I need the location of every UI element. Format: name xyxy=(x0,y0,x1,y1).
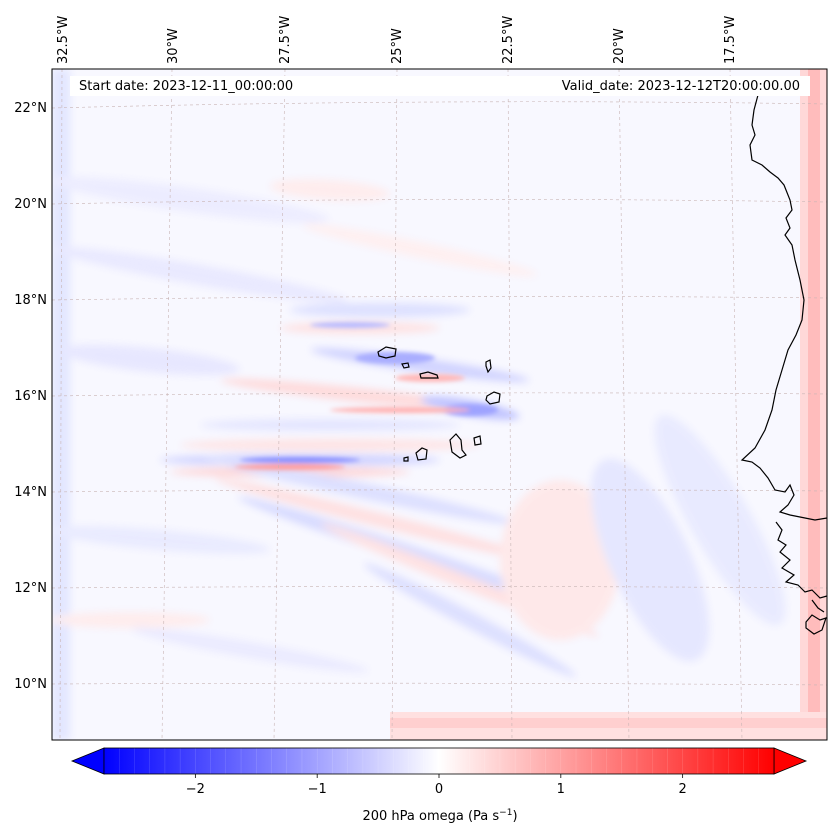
start-date-label: Start date: 2023-12-11_00:00:00 xyxy=(79,79,293,94)
lat-label-12n: 12°N xyxy=(14,581,47,596)
lon-label-22-5w: 22.5°W xyxy=(501,16,516,64)
island-brava xyxy=(403,456,409,462)
lon-label-27-5w: 27.5°W xyxy=(278,16,293,64)
lat-label-18n: 18°N xyxy=(14,293,47,308)
island-maio xyxy=(473,435,482,446)
colorbar-tick-label: 0 xyxy=(435,782,443,797)
lon-label-17-5w: 17.5°W xyxy=(723,16,738,64)
colorbar-tick-label: 2 xyxy=(678,782,686,797)
colorbar-tick-label: −1 xyxy=(308,782,327,797)
latitude-labels: 22°N 20°N 18°N 16°N 14°N 12°N 10°N xyxy=(14,101,47,692)
omega-field xyxy=(52,69,827,740)
colorbar-gradient xyxy=(104,748,774,774)
lat-label-10n: 10°N xyxy=(14,677,47,692)
lat-label-16n: 16°N xyxy=(14,389,47,404)
info-box xyxy=(70,76,810,96)
colorbar-extend-min xyxy=(70,747,105,775)
lon-label-25w: 25°W xyxy=(390,28,405,64)
island-boa-vista xyxy=(485,391,501,405)
island-fogo xyxy=(415,447,428,461)
africa-coastline xyxy=(740,94,828,635)
lon-label-20w: 20°W xyxy=(612,28,627,64)
lon-label-32-5w: 32.5°W xyxy=(56,16,71,64)
map-frame xyxy=(51,68,828,741)
coastline xyxy=(377,94,828,635)
lat-label-22n: 22°N xyxy=(14,101,47,116)
lat-label-14n: 14°N xyxy=(14,485,47,500)
island-sal xyxy=(485,359,492,374)
colorbar-extend-max xyxy=(773,747,808,775)
island-sao-vicente xyxy=(401,362,410,369)
lon-label-30w: 30°W xyxy=(166,28,181,64)
valid-date-label: Valid_date: 2023-12-12T20:00:00.00 xyxy=(562,79,800,94)
colorbar: −2 −1 0 1 2 200 hPa omega (Pa s−1) xyxy=(70,747,808,824)
longitude-labels: 32.5°W 30°W 27.5°W 25°W 22.5°W 20°W 17.5… xyxy=(56,16,738,64)
lat-label-20n: 20°N xyxy=(14,197,47,212)
map-panel: Start date: 2023-12-11_00:00:00 Valid_da… xyxy=(51,68,828,741)
colorbar-bands xyxy=(119,748,759,774)
colorbar-ticks: −2 −1 0 1 2 xyxy=(186,774,687,797)
colorbar-tick-label: 1 xyxy=(557,782,565,797)
island-santiago xyxy=(449,433,467,459)
gridlines xyxy=(52,69,827,740)
colorbar-tick-label: −2 xyxy=(186,782,205,797)
island-santo-antao xyxy=(377,346,397,359)
island-sao-nicolau xyxy=(419,371,439,379)
colorbar-title: 200 hPa omega (Pa s−1) xyxy=(362,808,517,824)
